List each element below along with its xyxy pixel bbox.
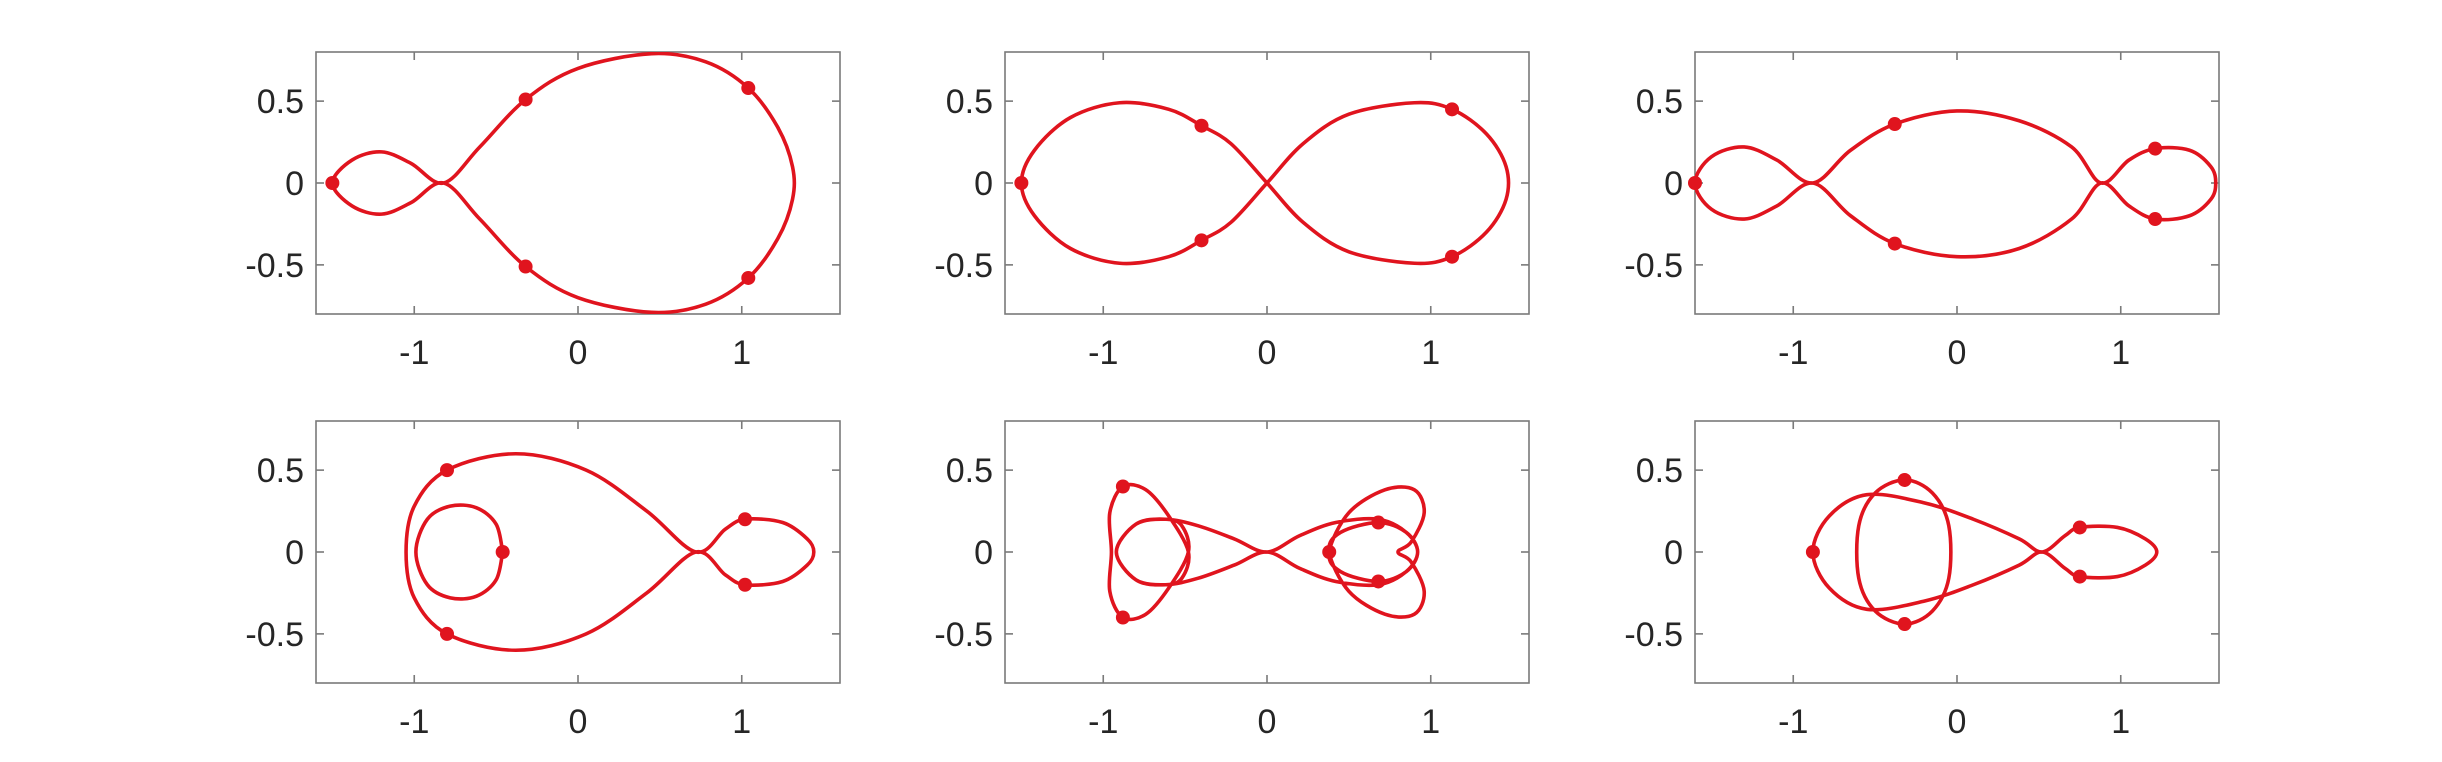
body-marker — [738, 577, 753, 592]
body-marker — [1897, 472, 1912, 487]
x-tick-label: -1 — [1088, 334, 1118, 372]
panel-top-right: -1 0 1 0.5 0 -0.5 — [1624, 51, 2220, 372]
y-tick-label: 0 — [285, 534, 304, 572]
x-tick-label: -1 — [1088, 703, 1118, 741]
plot-area — [1019, 100, 1511, 266]
x-tick-label: -1 — [399, 334, 429, 372]
y-tick-label: -0.5 — [245, 616, 304, 654]
plot-area — [330, 52, 797, 314]
body-marker — [1887, 117, 1902, 132]
x-tick-label: 0 — [1258, 334, 1277, 372]
y-tick-label: 0.5 — [946, 83, 993, 121]
panel-bottom-right: -1 0 1 0.5 0 -0.5 — [1624, 420, 2220, 741]
y-tick-label: 0 — [974, 165, 993, 203]
x-tick-label: -1 — [399, 703, 429, 741]
orbit-curve — [414, 503, 506, 601]
body-marker — [1688, 176, 1702, 190]
body-marker — [1322, 545, 1337, 559]
y-tick-label: -0.5 — [934, 616, 993, 654]
orbit-curve — [404, 451, 816, 653]
body-marker — [518, 92, 533, 107]
plot-area — [1695, 109, 2218, 259]
panel-top-middle: -1 0 1 0.5 0 -0.5 — [934, 51, 1530, 372]
x-tick-label: 1 — [1421, 334, 1440, 372]
body-marker — [738, 512, 753, 527]
body-marker — [518, 259, 533, 274]
y-tick-label: 0.5 — [257, 452, 304, 490]
body-marker — [741, 270, 756, 285]
body-marker — [741, 81, 756, 96]
body-marker — [1445, 249, 1460, 264]
orbit-curve — [330, 52, 797, 314]
body-marker — [1014, 176, 1029, 190]
y-tick-label: -0.5 — [1624, 616, 1683, 654]
y-tick-label: 0 — [1664, 534, 1683, 572]
axes-frame — [1694, 420, 2220, 684]
body-marker — [2148, 212, 2163, 227]
panel-bottom-left: -1 0 1 0.5 0 -0.5 — [245, 420, 841, 741]
plot-area — [404, 451, 816, 653]
x-tick-label: 1 — [732, 703, 751, 741]
body-marker — [1445, 102, 1460, 117]
x-tick-label: 1 — [732, 334, 751, 372]
body-marker — [2072, 520, 2087, 535]
orbit-curve — [1695, 109, 2218, 259]
orbit-curve — [1107, 482, 1427, 622]
x-tick-label: 0 — [1948, 703, 1967, 741]
y-tick-label: 0.5 — [1636, 83, 1683, 121]
y-tick-label: -0.5 — [245, 247, 304, 285]
body-marker — [440, 463, 454, 478]
body-marker — [1115, 479, 1130, 494]
x-tick-label: 0 — [569, 703, 588, 741]
y-tick-label: -0.5 — [1624, 247, 1683, 285]
x-tick-label: 0 — [1948, 334, 1967, 372]
plot-area — [1107, 482, 1427, 622]
x-tick-label: 0 — [1258, 703, 1277, 741]
orbit-curve — [1019, 100, 1511, 266]
body-marker — [2148, 141, 2163, 156]
x-tick-label: -1 — [1778, 334, 1808, 372]
x-tick-label: 1 — [2111, 334, 2130, 372]
body-marker — [440, 626, 454, 641]
body-marker — [1194, 233, 1209, 248]
x-tick-label: 1 — [1421, 703, 1440, 741]
y-tick-label: 0 — [974, 534, 993, 572]
y-tick-label: 0.5 — [1636, 452, 1683, 490]
body-marker — [1805, 545, 1820, 559]
body-marker — [2072, 569, 2087, 584]
body-marker — [325, 176, 340, 190]
panel-top-left: -1 0 1 0.5 0 -0.5 — [245, 51, 841, 372]
orbit-curve — [1811, 492, 2159, 612]
body-marker — [495, 545, 510, 559]
body-marker — [1194, 118, 1209, 133]
body-marker — [1887, 236, 1902, 251]
body-marker — [1371, 515, 1386, 530]
axes-frame — [315, 420, 841, 684]
axes-frame — [315, 51, 841, 315]
y-tick-label: 0 — [1664, 165, 1683, 203]
panel-bottom-middle: -1 0 1 0.5 0 -0.5 — [934, 420, 1530, 741]
body-marker — [1115, 610, 1130, 625]
y-tick-label: -0.5 — [934, 247, 993, 285]
body-marker — [1371, 574, 1386, 589]
y-tick-label: 0.5 — [257, 83, 304, 121]
y-tick-label: 0 — [285, 165, 304, 203]
x-tick-label: 1 — [2111, 703, 2130, 741]
body-marker — [1897, 617, 1912, 632]
x-tick-label: -1 — [1778, 703, 1808, 741]
axes-frame — [1694, 51, 2220, 315]
y-tick-label: 0.5 — [946, 452, 993, 490]
x-tick-label: 0 — [569, 334, 588, 372]
